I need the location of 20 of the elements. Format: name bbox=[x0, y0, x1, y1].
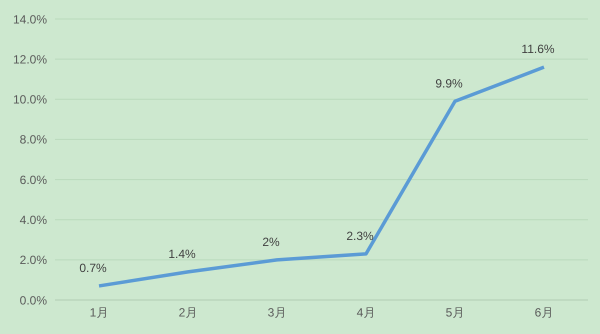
x-tick-label: 1月 bbox=[90, 306, 108, 320]
y-tick-label: 14.0% bbox=[12, 12, 48, 26]
x-tick-label: 5月 bbox=[446, 306, 464, 320]
data-label: 2% bbox=[262, 234, 280, 249]
x-tick-label: 6月 bbox=[534, 306, 554, 320]
x-tick-label: 2月 bbox=[178, 306, 198, 320]
y-tick-label: 12.0% bbox=[12, 52, 48, 66]
y-tick-label: 8.0% bbox=[20, 132, 48, 147]
data-label: 11.6% bbox=[521, 42, 555, 56]
y-tick-label: 10.0% bbox=[12, 92, 48, 107]
y-tick-label: 6.0% bbox=[20, 172, 48, 187]
y-tick-label: 0.0% bbox=[20, 293, 48, 308]
data-label: 1.4% bbox=[168, 246, 196, 261]
x-tick-label: 4月 bbox=[356, 306, 376, 320]
y-tick-label: 4.0% bbox=[20, 212, 48, 227]
data-label: 2.3% bbox=[346, 228, 374, 243]
x-tick-label: 3月 bbox=[268, 306, 286, 320]
y-tick-label: 2.0% bbox=[20, 253, 48, 268]
data-label: 0.7% bbox=[79, 260, 107, 275]
data-label: 9.9% bbox=[435, 76, 463, 90]
